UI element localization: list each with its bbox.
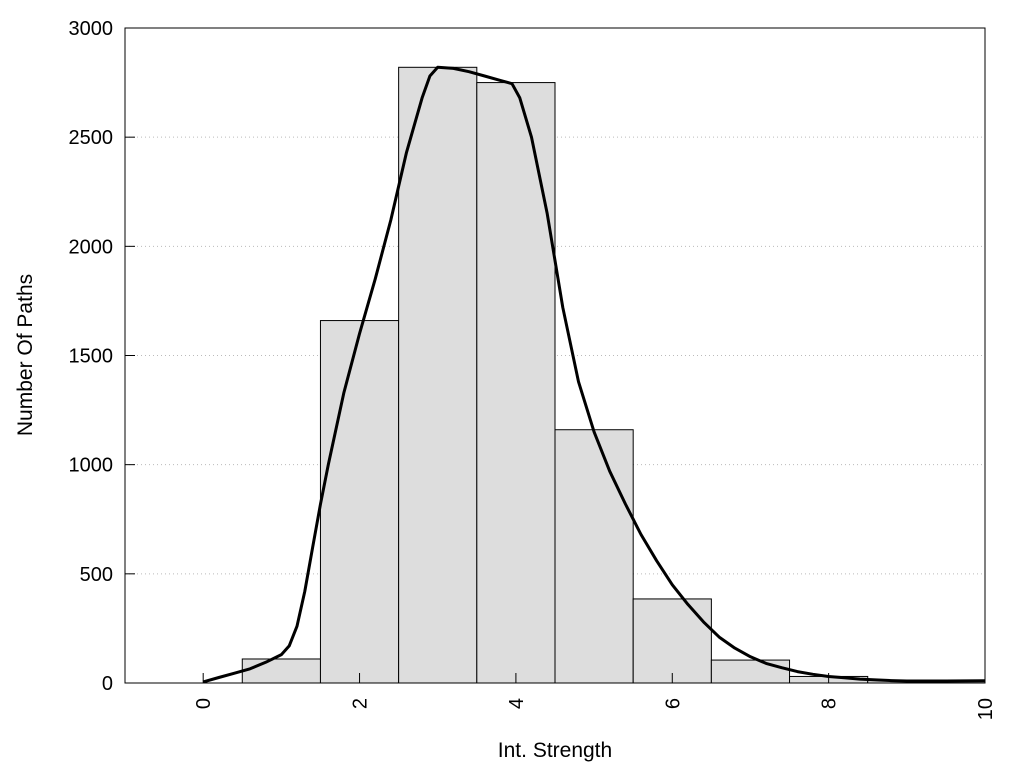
- y-axis-title: Number Of Paths: [14, 274, 37, 436]
- density-curve-line: [202, 65, 986, 684]
- y-tick-label: 500: [80, 564, 113, 586]
- y-tick-label: 0: [102, 673, 113, 695]
- bar-0: [241, 658, 321, 684]
- y-tick-label: 2000: [69, 236, 114, 258]
- x-tick-label: 0: [193, 698, 215, 709]
- x-tick-label: 8: [819, 698, 841, 709]
- x-tick-label: 10: [975, 698, 997, 720]
- bar-6: [710, 659, 791, 684]
- x-tick-label: 2: [350, 698, 372, 709]
- x-axis-ticks: 0 2 4 6 8 10: [193, 673, 997, 720]
- bar-5: [632, 598, 712, 684]
- density-curve: [202, 65, 986, 684]
- bar-1: [319, 320, 400, 684]
- y-tick-label: 1500: [69, 346, 114, 368]
- x-tick-label: 6: [662, 698, 684, 709]
- x-tick-label: 4: [506, 698, 528, 709]
- y-tick-label: 1000: [69, 455, 114, 477]
- x-axis-title: Int. Strength: [498, 739, 612, 762]
- y-tick-label: 3000: [69, 18, 114, 40]
- y-axis-ticks: 0 500 1000 1500 2000 2500 3000: [69, 18, 135, 695]
- bar-4: [554, 429, 634, 684]
- bar-2: [398, 66, 478, 684]
- histogram-bars: [241, 66, 986, 684]
- y-tick-label: 2500: [69, 127, 114, 149]
- bar-3: [476, 82, 556, 684]
- gridlines: [125, 136, 985, 575]
